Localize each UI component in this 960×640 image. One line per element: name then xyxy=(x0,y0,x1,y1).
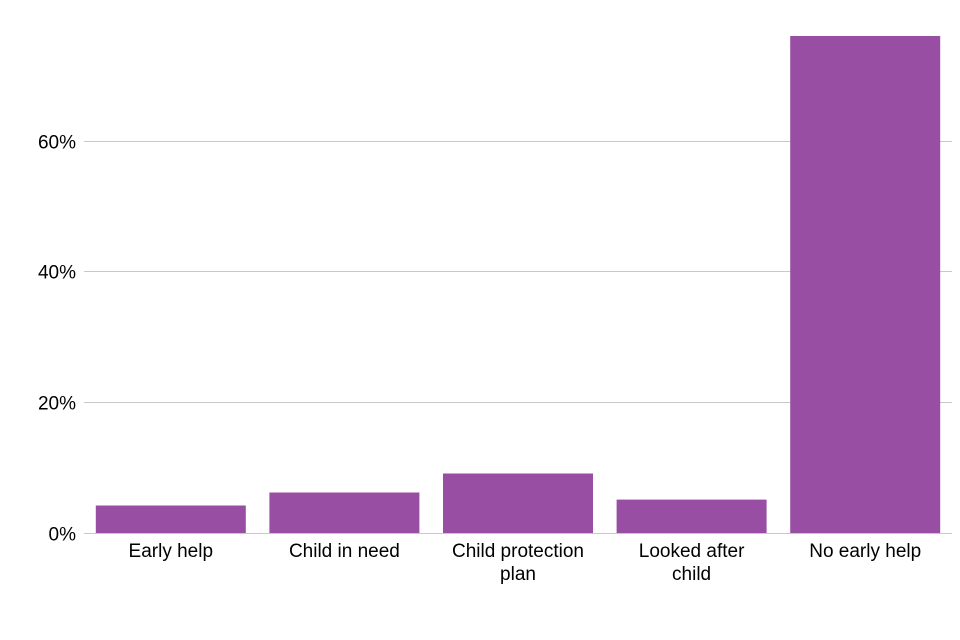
x-category-label: No early help xyxy=(809,541,921,562)
y-tick-label: 40% xyxy=(38,263,76,284)
x-category-label-line: No early help xyxy=(809,541,921,562)
x-category-label: Looked after child xyxy=(639,541,745,585)
x-category-label-line: Child protection xyxy=(452,541,584,562)
x-category-label-line: Child in need xyxy=(289,541,400,562)
x-category-label-line: child xyxy=(672,564,711,585)
y-tick-label: 60% xyxy=(38,133,76,154)
y-axis-tick-labels: 0% 20% 40% 60% xyxy=(38,133,76,546)
x-category-label: Early help xyxy=(129,541,214,562)
x-axis-category-labels: Early help Child in need Child protection p… xyxy=(129,541,922,585)
bar xyxy=(269,492,420,533)
y-tick-label: 0% xyxy=(49,525,77,546)
bar xyxy=(443,473,593,533)
bar xyxy=(95,505,246,533)
x-category-label-line: Looked after xyxy=(639,541,745,562)
bar xyxy=(616,499,767,533)
x-category-label-line: plan xyxy=(500,564,536,585)
x-category-label: Child in need xyxy=(289,541,400,562)
y-tick-label: 20% xyxy=(38,394,76,415)
x-category-label: Child protection plan xyxy=(452,541,584,585)
bar xyxy=(790,36,941,533)
bars xyxy=(95,36,941,533)
x-category-label-line: Early help xyxy=(129,541,214,562)
